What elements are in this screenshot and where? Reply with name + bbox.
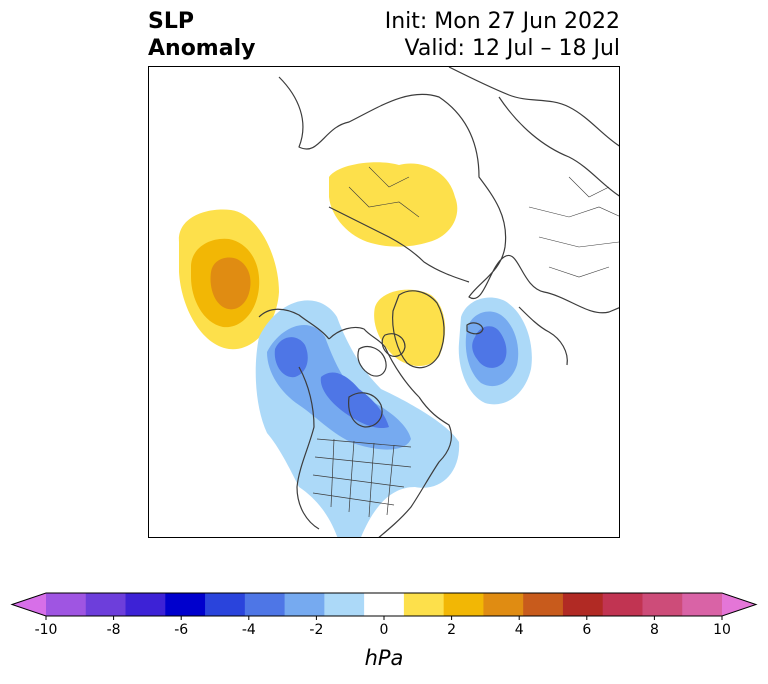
valid-range: Valid: 12 Jul – 18 Jul xyxy=(404,36,620,61)
map-svg xyxy=(149,67,619,537)
colorbar-segment xyxy=(125,593,166,616)
init-date: Init: Mon 27 Jun 2022 xyxy=(384,9,620,34)
central-arctic-high xyxy=(329,162,458,247)
colorbar-tick-label: -4 xyxy=(242,622,256,638)
colorbar-tick-label: 0 xyxy=(380,622,389,638)
greenland-high xyxy=(374,289,446,367)
colorbar-tick-label: 10 xyxy=(713,622,731,638)
colorbar-extend-max xyxy=(722,593,756,616)
north-atlantic-low-3 xyxy=(472,326,507,368)
colorbar-tick-label: -10 xyxy=(35,622,58,638)
colorbar-segment xyxy=(682,593,723,616)
colorbar-segment xyxy=(364,593,405,616)
colorbar: -10 -8 -6 -4 -2 0 2 4 6 8 10 xyxy=(10,592,758,638)
colorbar-segment xyxy=(85,593,127,616)
colorbar-unit-label: hPa xyxy=(364,646,404,670)
colorbar-segment xyxy=(562,593,604,616)
colorbar-segment xyxy=(46,593,87,616)
title-left: SLP Anomaly xyxy=(148,8,255,62)
colorbar-segment xyxy=(165,593,206,616)
colorbar-segment xyxy=(324,593,365,616)
colorbar-tick-label: -8 xyxy=(107,622,121,638)
colorbar-segment xyxy=(642,593,683,616)
colorbar-extend-min xyxy=(12,593,46,616)
coastlines xyxy=(258,67,619,537)
colorbar-tick-label: 8 xyxy=(650,622,659,638)
title-right: Init: Mon 27 Jun 2022 Valid: 12 Jul – 18… xyxy=(385,8,620,62)
colorbar-tick-label: -6 xyxy=(174,622,188,638)
colorbar-segment xyxy=(443,593,484,616)
colorbar-segment xyxy=(205,593,246,616)
us-state-borders xyxy=(312,438,412,518)
colorbar-tick-label: 2 xyxy=(447,622,456,638)
colorbar-tick-label: 4 xyxy=(515,622,524,638)
title-line1: SLP xyxy=(148,9,194,34)
anomaly-fields xyxy=(178,162,532,537)
colorbar-segment xyxy=(602,593,643,616)
colorbar-segment xyxy=(284,593,325,616)
colorbar-tick-label: 6 xyxy=(582,622,591,638)
colorbar-segment xyxy=(523,593,564,616)
colorbar-segment xyxy=(403,593,445,616)
country-borders xyxy=(348,166,619,278)
colorbar-segment xyxy=(483,593,524,616)
canada-trough-3 xyxy=(320,372,389,429)
colorbar-segment xyxy=(244,593,286,616)
map-panel xyxy=(148,66,620,538)
north-pacific-high-4 xyxy=(210,257,251,310)
colorbar-tick-label: -2 xyxy=(309,622,323,638)
title-line2: Anomaly xyxy=(148,36,256,61)
